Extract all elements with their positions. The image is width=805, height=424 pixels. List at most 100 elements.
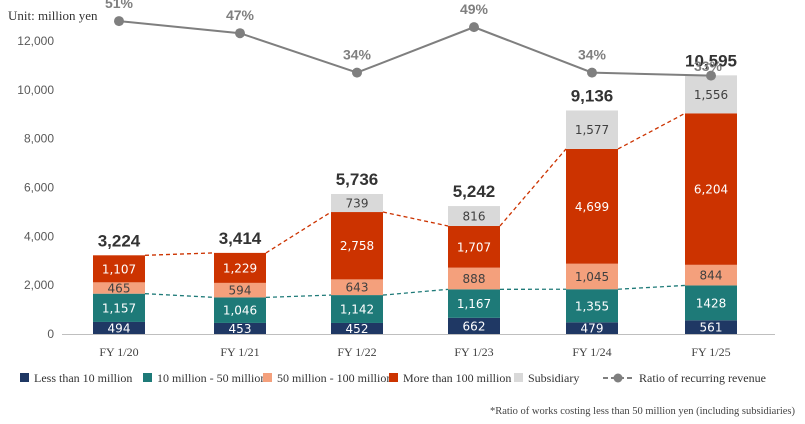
bar-total-label: 3,414 (219, 229, 262, 248)
x-category-label: FY 1/24 (572, 345, 611, 359)
recurring-ratio-line: 51% 47% 34% 49% 34% 33% (105, 0, 723, 81)
footnote: *Ratio of works costing less than 50 mil… (490, 406, 796, 417)
x-category-label: FY 1/20 (99, 345, 138, 359)
connector-dashed-line (617, 112, 686, 150)
ratio-point-label: 33% (694, 58, 723, 74)
bar-segment-label: 844 (700, 269, 723, 283)
ratio-point-label: 34% (578, 47, 607, 63)
y-tick-label: 2,000 (24, 278, 54, 292)
unit-label: Unit: million yen (8, 8, 98, 23)
legend-swatch (143, 373, 152, 382)
legend-label: More than 100 million (403, 371, 511, 385)
legend-label: Subsidiary (528, 371, 579, 385)
legend-line-marker (613, 373, 623, 383)
connector-dashed-line (499, 148, 567, 227)
bar-segment-label: 479 (581, 322, 604, 336)
legend-label: Less than 10 million (34, 371, 132, 385)
legend-swatch (20, 373, 29, 382)
bar-segment (214, 297, 266, 323)
bar-segment-label: 816 (463, 210, 486, 224)
ratio-point (469, 22, 479, 33)
bar-segment (331, 322, 383, 334)
bar-segment-label: 1,577 (575, 123, 609, 137)
bar-segment (331, 295, 383, 323)
bar-segment-label: 452 (346, 322, 369, 336)
legend-swatch (514, 373, 523, 382)
bar-segment (566, 110, 618, 149)
bar-segment (93, 321, 145, 334)
ratio-point-label: 34% (343, 47, 372, 63)
bar-segment (566, 289, 618, 323)
bar-segment (214, 252, 266, 283)
y-tick-label: 6,000 (24, 181, 54, 195)
bar-segment (566, 263, 618, 290)
connector-dashed-line (144, 252, 215, 256)
x-category-label: FY 1/21 (220, 345, 259, 359)
bar-segment (685, 113, 737, 265)
bar-segment (214, 322, 266, 334)
bar-total-label: 5,242 (453, 182, 496, 201)
ratio-point-label: 49% (460, 1, 489, 17)
x-category-label: FY 1/23 (454, 345, 493, 359)
y-tick-label: 0 (47, 327, 54, 341)
bar-segment (93, 255, 145, 283)
bar-segment-label: 1428 (696, 296, 727, 310)
bar-segment (448, 267, 500, 290)
bar-segment (685, 320, 737, 334)
bar-segment-label: 1,045 (575, 270, 609, 284)
bar-segment (448, 317, 500, 334)
bar-segment-label: 1,167 (457, 297, 491, 311)
bar-total-label: 3,224 (98, 231, 141, 250)
bar-segment-label: 1,157 (102, 301, 136, 315)
connector-dashed-line (265, 211, 332, 254)
connector-dashed-line (265, 294, 332, 299)
bar-segment (93, 282, 145, 294)
connector-dashed-line (617, 284, 686, 290)
legend-label: Ratio of recurring revenue (639, 371, 766, 385)
connector-dashed-line (144, 293, 215, 299)
y-tick-label: 10,000 (17, 83, 54, 97)
bar-segment-label: 561 (700, 321, 723, 335)
y-axis: 0 2,000 4,000 6,000 8,000 10,000 12,000 (17, 34, 54, 341)
bar-segment-label: 888 (463, 272, 486, 286)
y-tick-label: 4,000 (24, 229, 54, 243)
bar-total-label: 10,595 (685, 51, 737, 70)
ratio-point (114, 16, 124, 27)
bar-segment-label: 1,229 (223, 261, 257, 275)
bar-segment-label: 6,204 (694, 183, 728, 197)
bar-segment-label: 1,046 (223, 304, 257, 318)
legend: Less than 10 million 10 million - 50 mill… (20, 371, 766, 385)
bar-segment-label: 465 (108, 282, 131, 296)
bar-segment (566, 322, 618, 334)
connector-dashed-line (382, 211, 449, 227)
bar-segment-label: 4,699 (575, 200, 609, 214)
bar-segment-label: 1,107 (102, 262, 136, 276)
ratio-point-label: 51% (105, 0, 134, 11)
bar-segment-label: 2,758 (340, 239, 374, 253)
y-tick-label: 12,000 (17, 34, 54, 48)
bar-segment-label: 594 (229, 284, 252, 298)
bar-segment (93, 293, 145, 322)
legend-swatch (263, 373, 272, 382)
bar-segment-label: 1,707 (457, 240, 491, 254)
bar-segment-label: 1,556 (694, 88, 728, 102)
bar-segment (214, 282, 266, 298)
ratio-line-path (118, 20, 712, 77)
y-tick-label: 8,000 (24, 132, 54, 146)
ratio-point-label: 47% (226, 7, 255, 23)
x-category-label: FY 1/25 (691, 345, 730, 359)
ratio-point (706, 70, 716, 81)
bar-segment (448, 225, 500, 268)
bar-total-label: 5,736 (336, 170, 379, 189)
bar-segment (566, 148, 618, 264)
ratio-point (587, 67, 597, 78)
x-axis: FY 1/20 FY 1/21 FY 1/22 FY 1/23 FY 1/24 FY 1/… (62, 334, 775, 359)
bar-segment (331, 193, 383, 213)
ratio-point (352, 67, 362, 78)
bar-total-label: 9,136 (571, 86, 614, 105)
legend-label: 10 million - 50 million (157, 371, 266, 385)
bar-segment-label: 1,142 (340, 303, 374, 317)
legend-swatch (389, 373, 398, 382)
bar-segment (685, 264, 737, 286)
